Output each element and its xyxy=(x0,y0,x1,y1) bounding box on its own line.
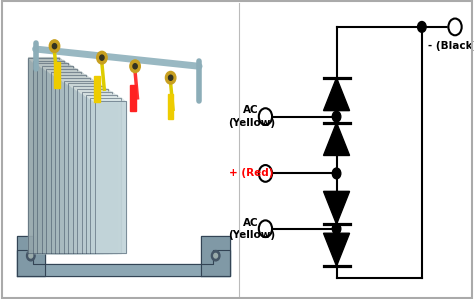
Polygon shape xyxy=(55,75,90,79)
Polygon shape xyxy=(73,86,103,253)
Circle shape xyxy=(214,254,218,258)
Polygon shape xyxy=(42,66,77,71)
Text: + (Red): + (Red) xyxy=(229,168,273,179)
Polygon shape xyxy=(323,78,349,111)
Polygon shape xyxy=(323,123,349,155)
Text: - (Black): - (Black) xyxy=(428,41,474,51)
Circle shape xyxy=(332,223,341,234)
Circle shape xyxy=(27,251,35,261)
Circle shape xyxy=(418,22,426,32)
Bar xyxy=(130,85,136,111)
Circle shape xyxy=(130,60,140,73)
Polygon shape xyxy=(42,66,73,253)
Bar xyxy=(94,76,100,102)
Polygon shape xyxy=(33,60,64,253)
Polygon shape xyxy=(59,78,90,253)
Polygon shape xyxy=(86,95,121,99)
Polygon shape xyxy=(59,78,95,82)
Polygon shape xyxy=(17,236,45,276)
Polygon shape xyxy=(37,63,73,68)
Bar xyxy=(168,94,173,119)
Polygon shape xyxy=(323,191,349,224)
Circle shape xyxy=(332,111,341,122)
Circle shape xyxy=(49,40,60,53)
Text: AC
(Yellow): AC (Yellow) xyxy=(228,106,275,128)
Circle shape xyxy=(259,108,272,125)
Bar xyxy=(54,62,60,88)
Polygon shape xyxy=(64,81,95,253)
Circle shape xyxy=(97,51,107,64)
Polygon shape xyxy=(46,69,82,74)
Circle shape xyxy=(332,168,341,179)
Polygon shape xyxy=(91,98,126,102)
Polygon shape xyxy=(51,72,82,253)
Circle shape xyxy=(168,75,173,80)
Polygon shape xyxy=(46,69,77,253)
Polygon shape xyxy=(68,83,103,88)
Polygon shape xyxy=(55,75,86,253)
Circle shape xyxy=(259,220,272,237)
Circle shape xyxy=(165,71,176,84)
Polygon shape xyxy=(37,63,68,253)
Polygon shape xyxy=(64,81,99,85)
Polygon shape xyxy=(28,58,59,253)
Polygon shape xyxy=(82,92,112,253)
Circle shape xyxy=(259,165,272,182)
Polygon shape xyxy=(323,233,349,266)
Polygon shape xyxy=(51,72,86,76)
Polygon shape xyxy=(91,98,121,253)
Polygon shape xyxy=(17,250,230,276)
Circle shape xyxy=(100,55,104,60)
Polygon shape xyxy=(77,89,112,94)
Circle shape xyxy=(211,251,220,261)
Circle shape xyxy=(52,44,57,49)
Polygon shape xyxy=(28,58,64,62)
Polygon shape xyxy=(201,236,230,276)
Text: AC
(Yellow): AC (Yellow) xyxy=(228,218,275,240)
Polygon shape xyxy=(73,86,108,91)
Circle shape xyxy=(133,64,137,69)
Polygon shape xyxy=(68,83,99,253)
Polygon shape xyxy=(82,92,117,96)
Polygon shape xyxy=(95,101,126,253)
Circle shape xyxy=(29,254,33,258)
Polygon shape xyxy=(86,95,117,253)
Circle shape xyxy=(448,19,462,35)
Polygon shape xyxy=(77,89,108,253)
Polygon shape xyxy=(33,60,68,65)
